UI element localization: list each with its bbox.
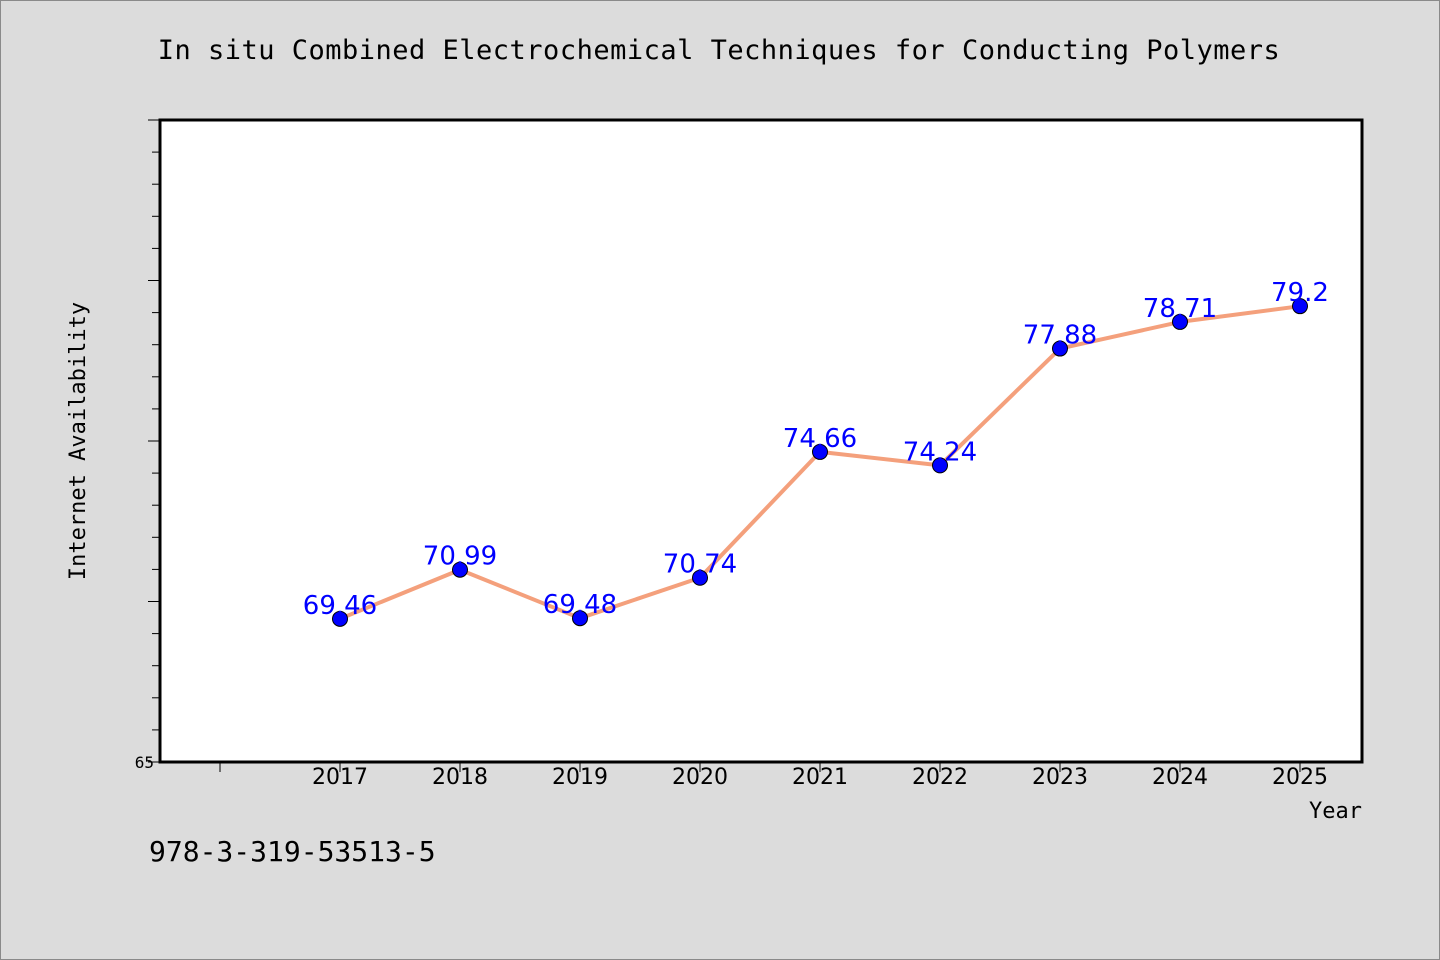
data-label: 70.99	[423, 542, 497, 572]
data-point	[812, 443, 828, 460]
data-point	[1292, 298, 1308, 315]
x-tick-label: 2020	[672, 765, 728, 790]
data-label: 78.71	[1143, 294, 1217, 324]
x-tick-label: 2017	[312, 765, 368, 790]
data-point	[572, 610, 588, 627]
data-label: 74.24	[903, 437, 977, 467]
x-tick-label: 2018	[432, 765, 488, 790]
data-label: 77.88	[1023, 321, 1097, 351]
x-tick-label: 2023	[1032, 765, 1088, 790]
x-axis-title: Year	[1309, 799, 1362, 824]
data-point	[932, 457, 948, 474]
chart-title: In situ Combined Electrochemical Techniq…	[157, 35, 1281, 66]
data-point	[1172, 313, 1188, 330]
data-label: 69.48	[543, 590, 617, 620]
x-tick-label: 2021	[792, 765, 848, 790]
data-point	[1052, 340, 1068, 357]
x-tick-label: 2022	[912, 765, 968, 790]
data-point	[692, 569, 708, 586]
data-label: 69.46	[303, 591, 377, 621]
isbn-label: 978-3-319-53513-5	[149, 835, 436, 868]
plot-area	[158, 118, 1364, 764]
x-tick-label: 2024	[1152, 765, 1208, 790]
y-tick-label: 65	[135, 753, 154, 772]
x-tick-label: 2025	[1272, 765, 1328, 790]
data-label: 74.66	[783, 424, 857, 454]
data-point	[452, 561, 468, 578]
data-point	[332, 610, 348, 627]
data-label: 70.74	[663, 550, 737, 580]
data-label: 79.2	[1271, 278, 1329, 308]
y-axis-title: Internet Availability	[66, 302, 91, 580]
x-tick-label: 2019	[552, 765, 608, 790]
